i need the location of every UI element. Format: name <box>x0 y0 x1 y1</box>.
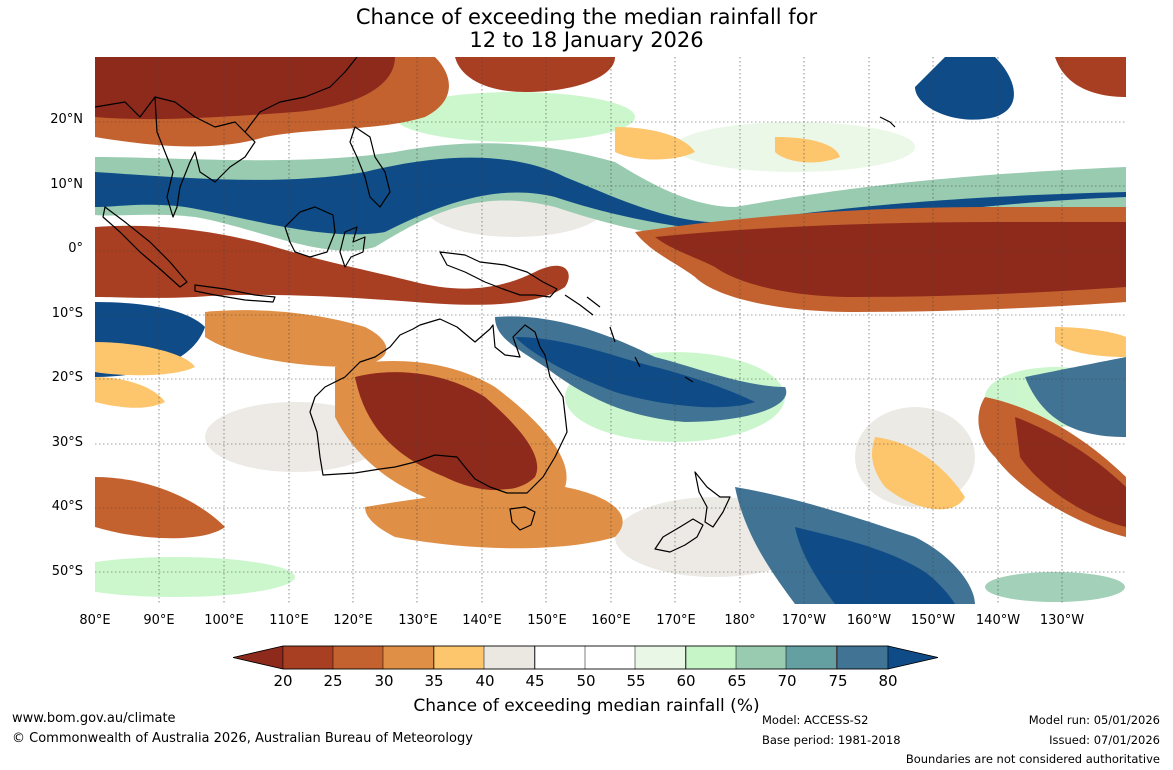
lat-label-0: 0° <box>68 241 83 256</box>
lon-label-100e: 100°E <box>204 613 244 628</box>
colorbar-tick-30: 30 <box>374 672 394 690</box>
footer-model-run: Model run: 05/01/2026 <box>1028 713 1160 727</box>
lon-label-170e: 170°E <box>656 613 696 628</box>
colorbar-seg-6 <box>534 645 586 670</box>
colorbar-tick-60: 60 <box>676 672 696 690</box>
indochina-coastline <box>154 96 256 218</box>
colorbar <box>233 645 939 670</box>
colorbar-tick-35: 35 <box>424 672 444 690</box>
colorbar-seg-1 <box>282 645 334 670</box>
colorbar-seg-9 <box>685 645 737 670</box>
footer-model: Model: ACCESS-S2 <box>762 713 869 727</box>
tasmania-coastline <box>509 506 536 531</box>
colorbar-tick-55: 55 <box>626 672 646 690</box>
colorbar-seg-8 <box>634 645 686 670</box>
colorbar-seg-10 <box>735 645 787 670</box>
lon-label-110e: 110°E <box>269 613 309 628</box>
sulawesi-coastline <box>339 226 366 268</box>
lon-label-120e: 120°E <box>333 613 373 628</box>
colorbar-seg-2 <box>332 645 384 670</box>
colorbar-tick-65: 65 <box>727 672 747 690</box>
coastlines <box>95 57 896 553</box>
lon-label-160e: 160°E <box>591 613 631 628</box>
colorbar-tick-50: 50 <box>576 672 596 690</box>
lat-label-40s: 40°S <box>51 499 83 514</box>
lon-label-140w: 140°W <box>975 613 1021 628</box>
lat-label-10s: 10°S <box>51 306 83 321</box>
colorbar-tick-45: 45 <box>525 672 545 690</box>
lon-label-130e: 130°E <box>398 613 438 628</box>
colorbar-seg-11 <box>785 645 837 670</box>
rainfall-map <box>95 57 1126 604</box>
new-zealand-south-coastline <box>654 518 704 553</box>
lon-label-90e: 90°E <box>143 613 175 628</box>
new-zealand-north-coastline <box>694 471 731 528</box>
colorbar-seg-13 <box>887 645 939 670</box>
colorbar-seg-4 <box>433 645 485 670</box>
colorbar-seg-3 <box>382 645 434 670</box>
colorbar-tick-40: 40 <box>475 672 495 690</box>
lon-label-150w: 150°W <box>910 613 956 628</box>
sumatra-coastline <box>102 206 188 288</box>
map-title-line1: Chance of exceeding the median rainfall … <box>355 5 818 29</box>
colorbar-tick-80: 80 <box>878 672 898 690</box>
philippines-coastline <box>349 126 391 208</box>
footer-boundaries: Boundaries are not considered authoritat… <box>905 752 1160 766</box>
colorbar-seg-12 <box>836 645 889 670</box>
footer-website: www.bom.gov.au/climate <box>12 711 176 726</box>
footer-copyright: © Commonwealth of Australia 2026, Austra… <box>12 731 473 746</box>
colorbar-tick-25: 25 <box>323 672 343 690</box>
footer-issued: Issued: 07/01/2026 <box>1049 733 1160 747</box>
australia-coastline <box>309 318 568 494</box>
lat-label-50s: 50°S <box>51 564 83 579</box>
lon-label-80e: 80°E <box>79 613 111 628</box>
lon-label-160w: 160°W <box>846 613 892 628</box>
colorbar-label: Chance of exceeding median rainfall (%) <box>413 696 760 716</box>
lat-label-10n: 10°N <box>50 177 83 192</box>
lat-label-20n: 20°N <box>50 112 83 127</box>
lon-label-140e: 140°E <box>462 613 502 628</box>
colorbar-tick-75: 75 <box>828 672 848 690</box>
lon-label-170w: 170°W <box>781 613 827 628</box>
lat-label-20s: 20°S <box>51 370 83 385</box>
dry-regions <box>95 57 1126 549</box>
colorbar-seg-0 <box>233 645 284 670</box>
new-guinea-coastline <box>439 251 558 298</box>
footer-base-period: Base period: 1981-2018 <box>762 733 901 747</box>
lat-label-30s: 30°S <box>51 435 83 450</box>
map-title-line2: 12 to 18 January 2026 <box>469 28 704 52</box>
vanuatu-fiji-coastline <box>609 326 694 383</box>
colorbar-outline <box>233 645 939 670</box>
lon-label-130w: 130°W <box>1039 613 1085 628</box>
hawaii-coastline <box>879 116 896 128</box>
java-coastline <box>194 284 276 303</box>
colorbar-tick-20: 20 <box>273 672 293 690</box>
borneo-coastline <box>284 206 336 258</box>
colorbar-tick-70: 70 <box>777 672 797 690</box>
lon-label-150e: 150°E <box>527 613 567 628</box>
lon-label-180: 180° <box>724 613 756 628</box>
colorbar-seg-5 <box>483 645 535 670</box>
colorbar-seg-7 <box>584 645 636 670</box>
solomon-islands-coastline <box>564 294 601 316</box>
asia-mainland-coastline <box>95 57 358 133</box>
